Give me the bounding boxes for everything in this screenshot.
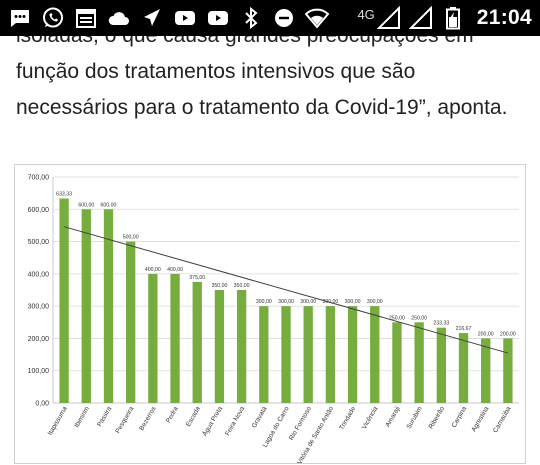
y-tick-label: 0,00 [35, 401, 49, 408]
data-label: 300,00 [256, 299, 272, 305]
x-tick-label: Feira Nova [224, 405, 246, 437]
x-tick-label: Ribeirão [428, 405, 447, 430]
status-bar: 4G 21:04 [0, 0, 540, 36]
clock: 21:04 [476, 6, 532, 29]
x-tick-label: Passira [96, 405, 113, 428]
signal-icon [376, 6, 401, 30]
bar [103, 209, 114, 403]
bluetooth-icon [239, 6, 263, 30]
x-tick-label: Escada [185, 405, 202, 428]
bar-chart: 0,00 100,00 200,00 300,00 400,00 500,00 600,00… [28, 175, 519, 465]
bar [436, 327, 446, 403]
x-tick-label: Vicência [361, 405, 380, 430]
data-label: 633,33 [56, 192, 72, 198]
x-tick-label: Pedra [165, 405, 180, 424]
bar [481, 338, 491, 403]
bar [370, 306, 380, 403]
bar [170, 273, 180, 403]
message-icon [8, 6, 32, 30]
calendar-icon [74, 6, 98, 30]
chart-image: 0,00 100,00 200,00 300,00 400,00 500,00 600,00… [14, 164, 526, 465]
x-tick-label: Trindade [338, 405, 357, 431]
network-type: 4G [357, 6, 375, 22]
cloud-icon [107, 6, 131, 30]
signal-icon [408, 6, 433, 30]
bar [325, 306, 336, 403]
bar [81, 209, 91, 403]
data-label: 300,00 [278, 299, 294, 305]
x-tick-label: Amaraji [384, 405, 402, 428]
bar [126, 241, 136, 403]
bar [148, 273, 158, 403]
data-label: 375,00 [189, 275, 205, 281]
x-tick-label: Surubim [406, 405, 425, 430]
y-tick-label: 200,00 [28, 336, 50, 343]
article-line: necessários para o tratamento da Covid-1… [16, 96, 508, 119]
y-tick-label: 100,00 [28, 368, 50, 375]
bar [192, 281, 202, 403]
bar [347, 306, 358, 403]
data-label: 350,00 [234, 283, 250, 289]
x-tick-label: Ibimirim [73, 405, 91, 429]
x-tick-label: Rio Formoso [288, 405, 313, 441]
data-label: 216,67 [456, 326, 472, 332]
data-label: 250,00 [411, 315, 427, 321]
data-label: 300,00 [345, 299, 361, 305]
data-label: 300,00 [300, 299, 316, 305]
data-label: 600,00 [78, 202, 94, 208]
data-label: 300,00 [367, 299, 383, 305]
data-label: 500,00 [123, 235, 139, 241]
y-tick-label: 400,00 [28, 271, 50, 278]
y-tick-label: 300,00 [28, 304, 50, 311]
trendline [63, 226, 509, 354]
send-icon [140, 6, 164, 30]
bar [458, 333, 469, 403]
x-tick-label: Pesqueira [114, 405, 135, 435]
y-tick-label: 600,00 [28, 207, 50, 214]
bar [214, 290, 225, 403]
x-tick-label: Agrestina [470, 405, 490, 433]
x-tick-label: Itapissuma [47, 405, 69, 436]
y-tick-label: 700,00 [28, 175, 50, 182]
bar [259, 306, 269, 403]
y-tick-label: 500,00 [28, 239, 50, 246]
bar [236, 290, 247, 403]
youtube-icon [173, 6, 197, 30]
whatsapp-icon [41, 6, 65, 30]
bar [303, 306, 313, 403]
x-tick-label: Água Preta [200, 404, 224, 437]
bar [414, 322, 424, 403]
bar [503, 338, 513, 403]
data-label: 200,00 [500, 331, 516, 337]
battery-icon [441, 6, 465, 30]
x-tick-label: Carnaúba [492, 405, 513, 434]
bar [59, 198, 69, 403]
article-line: função dos tratamentos intensivos que sã… [16, 60, 416, 83]
wifi-icon [305, 6, 329, 30]
do-not-disturb-icon [272, 6, 296, 30]
bar [281, 306, 291, 403]
data-label: 250,00 [389, 315, 405, 321]
data-label: 600,00 [101, 202, 117, 208]
data-label: 400,00 [167, 267, 183, 273]
data-label: 200,00 [478, 331, 494, 337]
youtube-icon [206, 6, 230, 30]
data-label: 350,00 [211, 283, 227, 289]
data-label: 233,33 [433, 321, 449, 327]
data-label: 400,00 [145, 267, 161, 273]
bar [392, 322, 402, 403]
x-tick-label: Bezerros [138, 405, 158, 432]
x-tick-label: Gravatá [251, 405, 269, 429]
x-tick-label: Carpina [451, 405, 469, 429]
